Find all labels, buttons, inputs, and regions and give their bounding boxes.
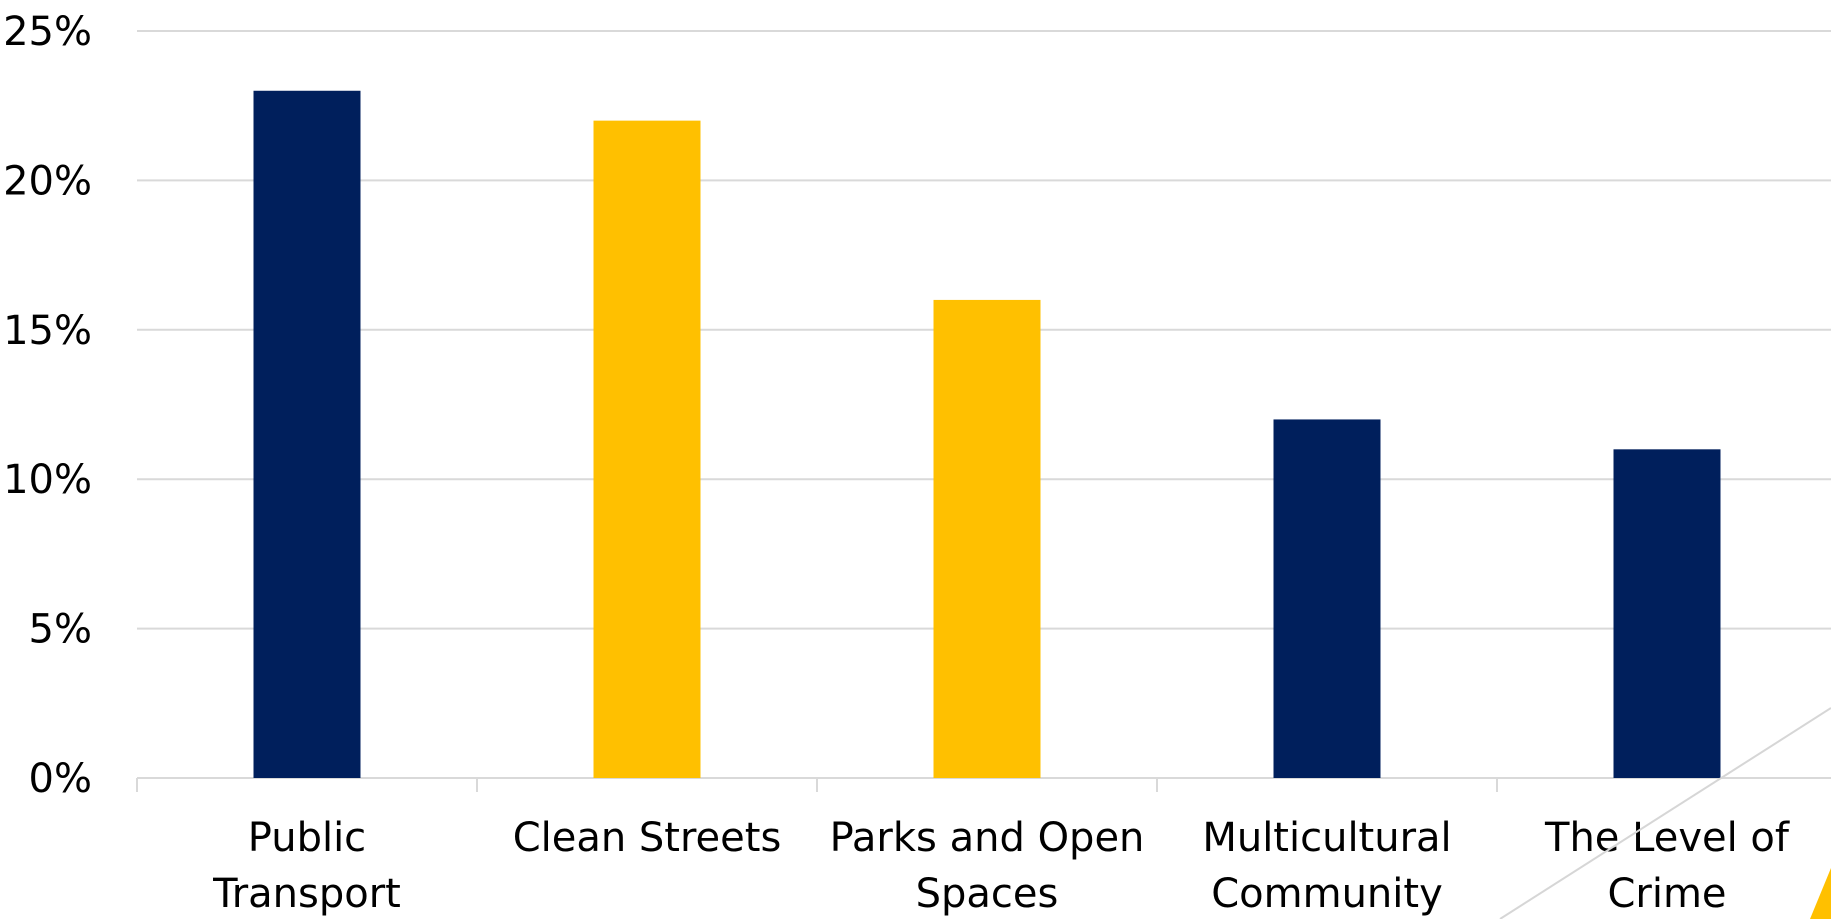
slide-decoration xyxy=(1499,707,1831,919)
x-category-label-line: Clean Streets xyxy=(513,815,782,861)
x-category-label: The Level of Crime xyxy=(1544,815,1790,917)
y-tick-label: 10% xyxy=(3,457,92,503)
x-category-label-line: Spaces xyxy=(916,871,1059,917)
y-axis-tick-labels: 0% 5% 10% 15% 20% 25% xyxy=(3,9,92,802)
y-tick-label: 15% xyxy=(3,308,92,354)
y-tick-label: 0% xyxy=(29,756,92,802)
decorative-diagonal-line xyxy=(1499,707,1831,919)
x-category-label-line: Public xyxy=(248,815,366,861)
bar xyxy=(933,299,1041,778)
x-category-label-line: Multicultural xyxy=(1202,815,1451,861)
x-category-label-line: Transport xyxy=(212,871,401,917)
x-category-label: Clean Streets xyxy=(513,815,782,861)
x-category-label-line: Community xyxy=(1211,871,1443,917)
y-tick-label: 5% xyxy=(29,607,92,653)
x-axis-category-labels: Public Transport Clean Streets Parks and Op… xyxy=(212,815,1790,917)
x-category-label-line: Crime xyxy=(1607,871,1726,917)
x-category-label: Parks and Open Spaces xyxy=(830,815,1145,917)
bar xyxy=(1273,419,1381,778)
y-tick-label: 20% xyxy=(3,158,92,204)
bar xyxy=(253,90,361,778)
bars xyxy=(253,90,1721,778)
decorative-corner-triangle xyxy=(1810,868,1831,919)
x-category-label: Multicultural Community xyxy=(1202,815,1451,917)
x-category-label-line: The Level of xyxy=(1544,815,1790,861)
x-axis xyxy=(136,777,1831,792)
y-tick-label: 25% xyxy=(3,9,92,55)
bar xyxy=(593,120,701,778)
x-category-label-line: Parks and Open xyxy=(830,815,1145,861)
x-category-label: Public Transport xyxy=(212,815,401,917)
bar xyxy=(1613,449,1721,778)
